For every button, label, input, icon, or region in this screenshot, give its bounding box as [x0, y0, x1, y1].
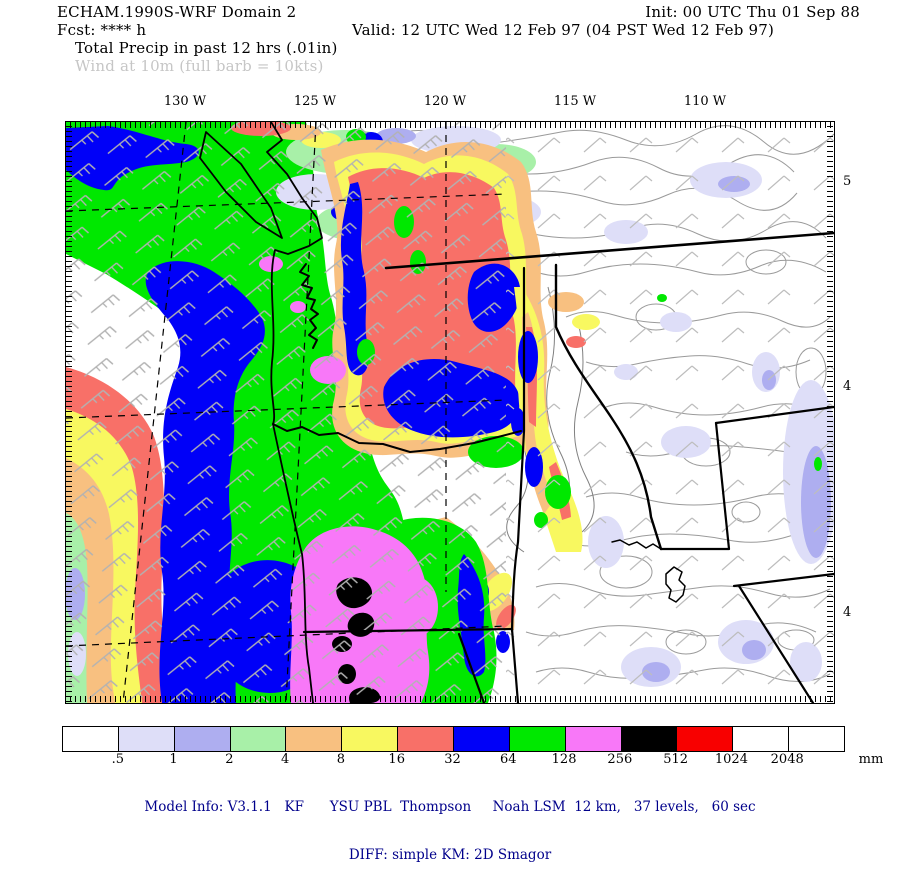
colorbar-tick-label: 2048: [770, 752, 804, 767]
model-info-line: Model Info: V3.1.1 KF YSU PBL Thompson N…: [144, 799, 756, 815]
valid-time: Valid: 12 UTC Wed 12 Feb 97 (04 PST Wed …: [352, 21, 775, 39]
colorbar-cell: [286, 727, 343, 751]
diff-info-line: DIFF: simple KM: 2D Smagor: [348, 847, 552, 863]
lon-tick-label: 115 W: [553, 94, 597, 109]
colorbar-cell: [733, 727, 790, 751]
lat-tick-label: 5: [843, 174, 852, 189]
colorbar-cell: [342, 727, 399, 751]
colorbar-cell: [565, 727, 622, 751]
colorbar-labels: mm .5 1 2 4 8 16 32 64 128 256 512 1024 2048: [62, 752, 884, 768]
init-time: Init: 00 UTC Thu 01 Sep 88: [645, 3, 860, 21]
precip-map: [65, 121, 835, 704]
model-title: ECHAM.1990S-WRF Domain 2: [57, 3, 297, 21]
wind-barbs-east: [506, 122, 834, 703]
colorbar-cell: [621, 727, 678, 751]
field-label: Total Precip in past 12 hrs (.01in): [75, 39, 338, 57]
colorbar-tick-label: 128: [551, 752, 577, 767]
state-borders: [199, 122, 834, 703]
fcst-hour: Fcst: **** h: [57, 21, 147, 39]
colorbar-tick-label: 1: [169, 752, 178, 767]
model-info-footer: Model Info: V3.1.1 KF YSU PBL Thompson N…: [0, 767, 900, 879]
lat-tick-label: 4: [843, 379, 852, 394]
colorbar-tick-label: 256: [607, 752, 633, 767]
colorbar-unit: mm: [858, 752, 884, 767]
lon-tick-label: 125 W: [293, 94, 337, 109]
precip-map-canvas: [66, 122, 834, 703]
lat-tick-label: 4: [843, 605, 852, 620]
colorbar-tick-label: 4: [281, 752, 290, 767]
colorbar-cell: [398, 727, 455, 751]
lon-tick-label: 130 W: [163, 94, 207, 109]
colorbar-tick-label: 64: [500, 752, 517, 767]
colorbar-tick-label: 1024: [714, 752, 748, 767]
colorbar-segments: [62, 726, 845, 752]
colorbar-cell: [63, 727, 119, 751]
weather-model-page: { "header": { "model_title": "ECHAM.1990…: [57, 3, 884, 863]
colorbar-cell: [230, 727, 287, 751]
colorbar-tick-label: .5: [111, 752, 124, 767]
lon-tick-label: 120 W: [423, 94, 467, 109]
colorbar-cell: [174, 727, 231, 751]
colorbar-cell: [454, 727, 510, 751]
colorbar-cell: [509, 727, 566, 751]
wind-barbs-west: [66, 122, 506, 703]
colorbar-tick-label: 8: [336, 752, 346, 767]
colorbar-cell: [789, 727, 845, 751]
colorbar-cell: [118, 727, 175, 751]
colorbar-tick-label: 16: [388, 752, 405, 767]
colorbar-cell: [677, 727, 734, 751]
wind-label: Wind at 10m (full barb = 10kts): [75, 57, 324, 75]
colorbar-tick-label: 32: [444, 752, 461, 767]
colorbar-tick-label: 512: [663, 752, 689, 767]
lon-tick-label: 110 W: [683, 94, 727, 109]
colorbar-tick-label: 2: [225, 752, 234, 767]
